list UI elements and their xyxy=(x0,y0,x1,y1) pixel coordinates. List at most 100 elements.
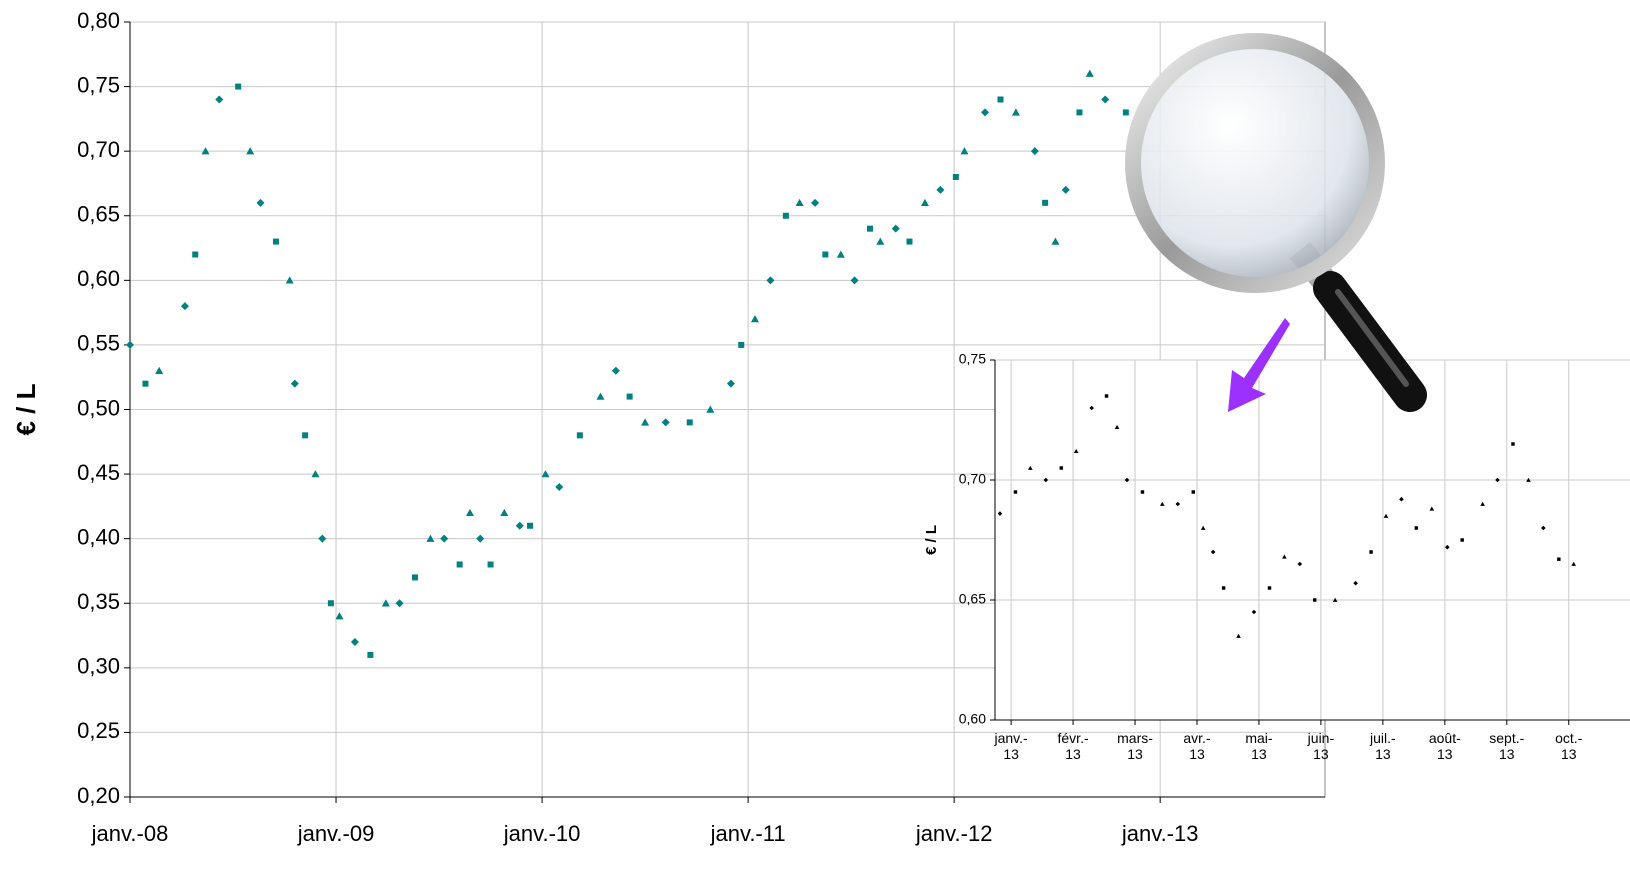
point xyxy=(440,534,449,543)
point xyxy=(1114,424,1120,430)
x-tick-label: sept.- 13 xyxy=(1489,730,1525,762)
point xyxy=(1030,147,1039,156)
point xyxy=(1369,550,1373,554)
point xyxy=(738,341,745,348)
point xyxy=(576,432,583,439)
point xyxy=(412,574,419,581)
point xyxy=(836,250,845,258)
point xyxy=(541,470,550,478)
point xyxy=(1251,609,1257,615)
point xyxy=(1059,466,1064,470)
y-tick-label: 0,60 xyxy=(77,266,120,291)
x-tick-label: mai- 13 xyxy=(1245,730,1273,762)
x-tick-label: janv.-08 xyxy=(91,821,169,846)
point xyxy=(1460,538,1464,542)
point xyxy=(891,224,900,233)
point xyxy=(981,108,990,117)
y-tick-label: 0,45 xyxy=(77,460,120,485)
point xyxy=(850,276,859,285)
point xyxy=(686,419,693,426)
magnifier-handle xyxy=(1313,271,1427,412)
point xyxy=(476,534,485,543)
point xyxy=(1104,394,1109,398)
y-tick-label: 0,60 xyxy=(959,711,986,727)
arrow xyxy=(1228,318,1290,412)
point xyxy=(1076,109,1083,116)
point xyxy=(1175,501,1181,507)
inset-chart: 0,60 0,65 0,70 0,75 janv.- 13 févr.- 13 mars- … xyxy=(923,351,1630,762)
point xyxy=(302,432,309,439)
point xyxy=(1297,561,1303,567)
point xyxy=(1571,561,1577,566)
point xyxy=(920,198,929,207)
point xyxy=(726,379,735,388)
point xyxy=(1061,185,1070,194)
x-tick-label-box: mai- 13 xyxy=(1245,730,1273,762)
point xyxy=(811,198,820,207)
point xyxy=(487,561,494,568)
x-tick-label: févr.- 13 xyxy=(1057,730,1089,762)
point xyxy=(1013,490,1018,494)
point xyxy=(426,534,435,542)
x-tick-label: janv.-12 xyxy=(915,821,993,846)
point xyxy=(1383,513,1389,518)
point xyxy=(350,638,359,646)
x-tick-label: août- 13 xyxy=(1428,730,1461,762)
y-tick-label: 0,65 xyxy=(959,591,986,607)
point xyxy=(596,392,605,400)
point xyxy=(1051,237,1060,245)
point xyxy=(997,96,1004,103)
point xyxy=(1101,95,1110,104)
y-tick-label: 0,25 xyxy=(77,718,120,743)
point xyxy=(1159,501,1165,506)
x-tick-label-box: oct.- 13 xyxy=(1555,730,1582,762)
point xyxy=(1085,69,1094,77)
point xyxy=(822,251,829,258)
point xyxy=(936,185,945,194)
point xyxy=(192,251,199,258)
point xyxy=(246,147,255,155)
x-tick-label: janv.- 13 xyxy=(994,730,1028,762)
point xyxy=(465,508,474,517)
point xyxy=(1200,525,1206,530)
point xyxy=(290,379,299,388)
point xyxy=(661,418,670,427)
point xyxy=(1511,442,1515,446)
point xyxy=(1332,597,1338,602)
point xyxy=(515,521,524,530)
point xyxy=(1541,525,1546,531)
point xyxy=(327,600,334,607)
point xyxy=(456,561,463,568)
point xyxy=(1445,544,1450,550)
point xyxy=(1122,109,1129,116)
point xyxy=(1210,549,1216,555)
point xyxy=(626,393,633,400)
point xyxy=(1526,477,1531,482)
x-tick-label-box: août- 13 xyxy=(1428,730,1461,762)
point xyxy=(997,511,1003,516)
point xyxy=(126,340,134,349)
point xyxy=(1480,501,1485,506)
point xyxy=(1312,598,1317,602)
point xyxy=(201,147,210,155)
point xyxy=(1353,580,1358,586)
point xyxy=(876,237,885,245)
magnifier-handle-shine xyxy=(1335,289,1409,387)
point xyxy=(782,212,789,219)
y-tick-label: 0,20 xyxy=(77,783,120,808)
point xyxy=(311,470,320,478)
point xyxy=(381,599,390,607)
point xyxy=(285,276,294,284)
point xyxy=(1124,477,1130,483)
point xyxy=(1429,506,1435,511)
point xyxy=(1221,586,1226,590)
point xyxy=(1073,448,1079,454)
point xyxy=(1042,199,1049,206)
point xyxy=(706,405,715,413)
point xyxy=(750,315,759,323)
y-axis-label: € / L xyxy=(11,383,41,435)
point xyxy=(256,198,265,207)
y-tick-label: 0,40 xyxy=(77,524,120,549)
point xyxy=(180,302,189,311)
point xyxy=(1282,554,1287,559)
